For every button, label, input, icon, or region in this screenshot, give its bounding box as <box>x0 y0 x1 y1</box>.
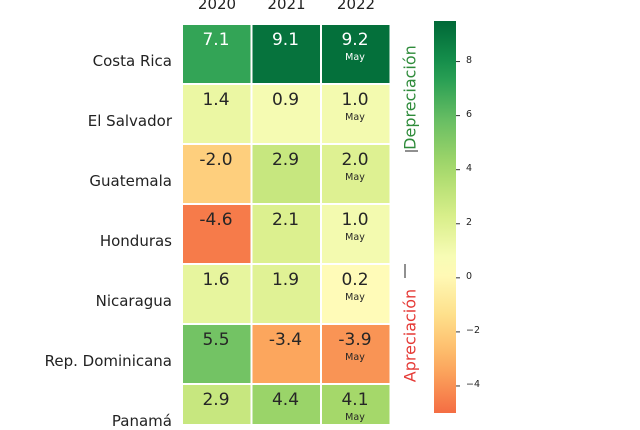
cell-value-label: 2.9 <box>271 150 300 170</box>
cell-value-label: 1.6 <box>202 270 230 290</box>
colorbar-tick-label: −4 <box>466 378 481 390</box>
row-label: Honduras <box>99 232 172 250</box>
cell-value-label: 5.5 <box>202 330 230 350</box>
colorbar-tick-label: 8 <box>466 54 473 66</box>
row-label: Costa Rica <box>92 52 172 70</box>
colorbar-tick-label: 6 <box>466 108 473 120</box>
cell-value-label: 2.0 <box>341 150 369 170</box>
cell-value-label: 7.1 <box>202 30 230 50</box>
heatmap-cell <box>250 383 322 424</box>
heatmap-cell <box>181 383 253 424</box>
row-label: Nicaragua <box>95 292 172 310</box>
cell-note-label: May <box>345 112 365 123</box>
row-label: Rep. Dominicana <box>44 352 172 370</box>
cell-note-label: May <box>345 292 365 303</box>
side-label-appreciation: Apreciación <box>400 288 420 383</box>
heatmap-cell <box>181 23 253 85</box>
heatmap-cell <box>320 83 392 145</box>
colorbar-tick-label: −2 <box>466 324 481 336</box>
cell-value-label: -3.4 <box>268 330 303 350</box>
cell-value-label: 1.4 <box>202 90 230 110</box>
heatmap-cell <box>250 263 322 325</box>
cell-value-label: -4.6 <box>199 210 233 230</box>
cell-value-label: 2.1 <box>271 210 300 230</box>
cell-value-label: -3.9 <box>338 330 372 350</box>
heatmap-cell <box>250 323 322 385</box>
cell-note-label: May <box>345 352 365 363</box>
heatmap-cell <box>320 383 392 424</box>
cell-note-label: May <box>345 172 365 183</box>
colorbar-tick-label: 0 <box>466 270 473 282</box>
colorbar-tick-label: 4 <box>466 162 473 174</box>
cell-value-label: 1.0 <box>341 210 369 230</box>
cell-value-label: -2.0 <box>199 150 233 170</box>
cell-value-label: 9.2 <box>341 30 369 50</box>
cell-note-label: May <box>345 412 365 423</box>
colorbar <box>434 21 456 413</box>
column-label: 2020 <box>197 0 237 13</box>
row-label: Guatemala <box>89 172 172 190</box>
column-label: 2021 <box>267 0 306 13</box>
row-label: Panamá <box>111 412 172 430</box>
heatmap-cell <box>181 323 253 385</box>
cell-note-label: May <box>345 52 365 63</box>
heatmap-cell <box>320 203 392 265</box>
cell-value-label: 0.9 <box>271 90 300 110</box>
cell-value-label: 1.9 <box>271 270 300 290</box>
heatmap-cell <box>320 323 392 385</box>
heatmap-cell <box>250 143 322 205</box>
side-label-depreciation: Depreciación <box>400 45 420 150</box>
column-label: 2022 <box>336 0 376 13</box>
cell-note-label: May <box>345 232 365 243</box>
colorbar-tick-label: 2 <box>466 216 473 228</box>
cell-value-label: 4.1 <box>341 390 369 410</box>
heatmap-cell <box>250 23 322 85</box>
heatmap-cell <box>181 203 253 265</box>
cell-value-label: 1.0 <box>341 90 369 110</box>
cell-value-label: 4.4 <box>271 390 300 410</box>
cell-value-label: 9.1 <box>271 30 300 50</box>
row-label: El Salvador <box>87 112 172 130</box>
cell-value-label: 2.9 <box>202 390 230 410</box>
cell-value-label: 0.2 <box>341 270 369 290</box>
